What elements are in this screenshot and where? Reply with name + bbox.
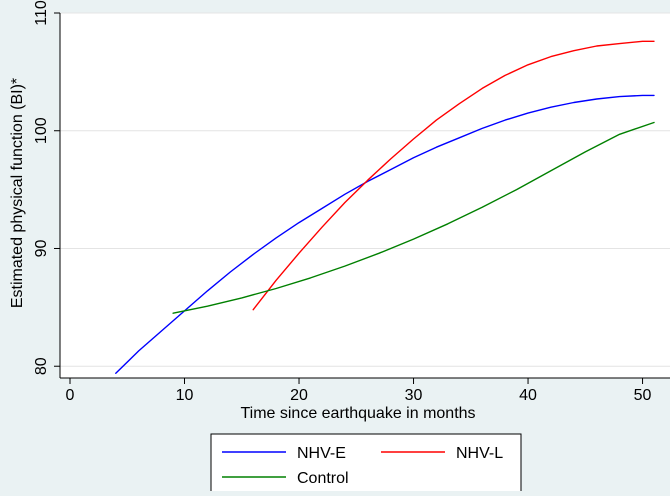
- y-axis-title: Estimated physical function (BI)*: [9, 78, 26, 308]
- y-tick-label-80: 80: [33, 357, 50, 375]
- grid-layer: [60, 12, 670, 367]
- legend-items: NHV-E NHV-L Control: [222, 445, 503, 487]
- series-layer: [115, 40, 655, 374]
- y-tick-label-110: 110: [33, 0, 50, 26]
- plot-background: [60, 13, 670, 378]
- x-tick-label-20: 20: [290, 387, 308, 404]
- legend-label-nhv-e: NHV-E: [297, 445, 346, 462]
- y-tick-label-90: 90: [33, 239, 50, 257]
- series-line-control: [172, 121, 655, 314]
- x-tick-label-40: 40: [519, 387, 537, 404]
- series-line-nhv-e: [115, 94, 655, 374]
- legend-box: [210, 433, 522, 495]
- x-tick-label-30: 30: [405, 387, 423, 404]
- legend: NHV-E NHV-L Control: [210, 433, 522, 495]
- x-tick-label-0: 0: [66, 387, 75, 404]
- y-tick-label-100: 100: [33, 117, 50, 144]
- x-tick-label-50: 50: [634, 387, 652, 404]
- legend-label-nhv-l: NHV-L: [456, 445, 503, 462]
- legend-label-control: Control: [297, 470, 349, 487]
- axes-layer: 80 90 100 110 0 10 20 30 40 50: [33, 0, 670, 404]
- x-tick-label-10: 10: [176, 387, 194, 404]
- x-axis-title: Time since earthquake in months: [240, 405, 475, 422]
- series-line-nhv-l: [252, 40, 655, 311]
